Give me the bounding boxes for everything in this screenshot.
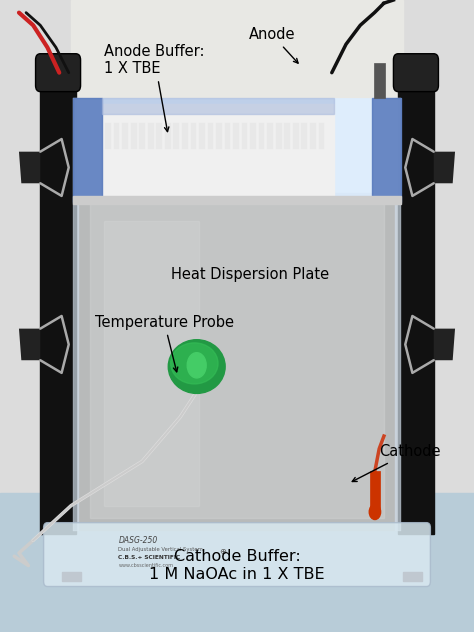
FancyBboxPatch shape (393, 54, 438, 92)
Text: C.B.S.+ SCIENTIFIC: C.B.S.+ SCIENTIFIC (118, 555, 181, 560)
Bar (71, 0, 403, 518)
Bar (0, 493, 474, 632)
Bar (301, 123, 307, 149)
Bar (114, 123, 119, 149)
Polygon shape (19, 329, 40, 360)
Text: Heat Dispersion Plate: Heat Dispersion Plate (171, 267, 329, 283)
Bar (370, 471, 380, 512)
Bar (293, 123, 299, 149)
Bar (216, 123, 222, 149)
Bar (267, 123, 273, 149)
Bar (250, 123, 256, 149)
Bar (102, 98, 334, 114)
Bar (372, 98, 401, 202)
FancyBboxPatch shape (36, 54, 81, 92)
Circle shape (187, 353, 206, 378)
Bar (73, 98, 401, 202)
Bar (73, 98, 102, 202)
Bar (403, 572, 422, 581)
Ellipse shape (168, 340, 225, 393)
Text: Dual Adjustable Vertical System: Dual Adjustable Vertical System (118, 547, 203, 552)
Bar (395, 98, 401, 531)
Circle shape (369, 504, 381, 520)
Bar (398, 73, 434, 534)
Bar (62, 572, 81, 581)
Bar (76, 193, 398, 531)
Bar (319, 123, 324, 149)
Bar (122, 123, 128, 149)
Bar (139, 123, 145, 149)
FancyBboxPatch shape (44, 523, 430, 586)
Ellipse shape (171, 343, 218, 384)
Bar (374, 63, 385, 98)
Bar (90, 202, 384, 518)
Bar (105, 123, 111, 149)
Bar (276, 123, 282, 149)
Text: ⊕: ⊕ (219, 547, 226, 556)
Bar (225, 123, 230, 149)
Text: Anode: Anode (249, 27, 298, 63)
Bar (173, 123, 179, 149)
Bar (310, 123, 316, 149)
Bar (284, 123, 290, 149)
Bar (233, 123, 239, 149)
Bar (156, 123, 162, 149)
Text: www.cbsscientific.com: www.cbsscientific.com (118, 562, 173, 568)
Bar (242, 123, 247, 149)
Bar (191, 123, 196, 149)
Bar (259, 123, 264, 149)
Bar (73, 98, 79, 531)
Bar (199, 123, 205, 149)
Text: Cathode Buffer:
1 M NaOAc in 1 X TBE: Cathode Buffer: 1 M NaOAc in 1 X TBE (149, 549, 325, 582)
Bar (131, 123, 137, 149)
Polygon shape (434, 152, 455, 183)
Text: DASG-250: DASG-250 (118, 536, 158, 545)
Bar (104, 221, 199, 506)
Bar (182, 123, 188, 149)
Bar (102, 104, 334, 196)
Polygon shape (434, 329, 455, 360)
Polygon shape (19, 152, 40, 183)
Text: Temperature Probe: Temperature Probe (95, 315, 234, 372)
Bar (0, 0, 474, 518)
Bar (165, 123, 171, 149)
Bar (40, 73, 76, 534)
Bar (208, 123, 213, 149)
Text: Cathode: Cathode (352, 444, 441, 482)
Text: Anode Buffer:
1 X TBE: Anode Buffer: 1 X TBE (104, 44, 205, 131)
Bar (148, 123, 154, 149)
Bar (73, 196, 401, 204)
